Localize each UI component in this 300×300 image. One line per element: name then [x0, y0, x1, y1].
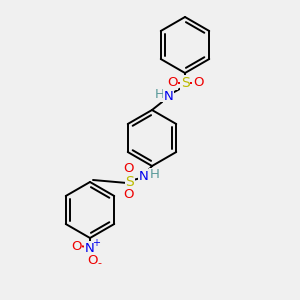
Text: O: O [124, 188, 134, 202]
Text: +: + [92, 238, 100, 248]
Text: O: O [124, 163, 134, 176]
Text: O: O [87, 254, 97, 268]
Text: O: O [193, 76, 203, 89]
Text: S: S [181, 76, 189, 90]
Text: S: S [126, 175, 134, 189]
Text: O: O [71, 239, 81, 253]
Text: N: N [139, 169, 149, 182]
Text: N: N [85, 242, 95, 254]
Text: H: H [150, 169, 160, 182]
Text: O: O [167, 76, 177, 89]
Text: -: - [97, 258, 101, 268]
Text: N: N [164, 90, 173, 103]
Text: H: H [154, 88, 164, 101]
